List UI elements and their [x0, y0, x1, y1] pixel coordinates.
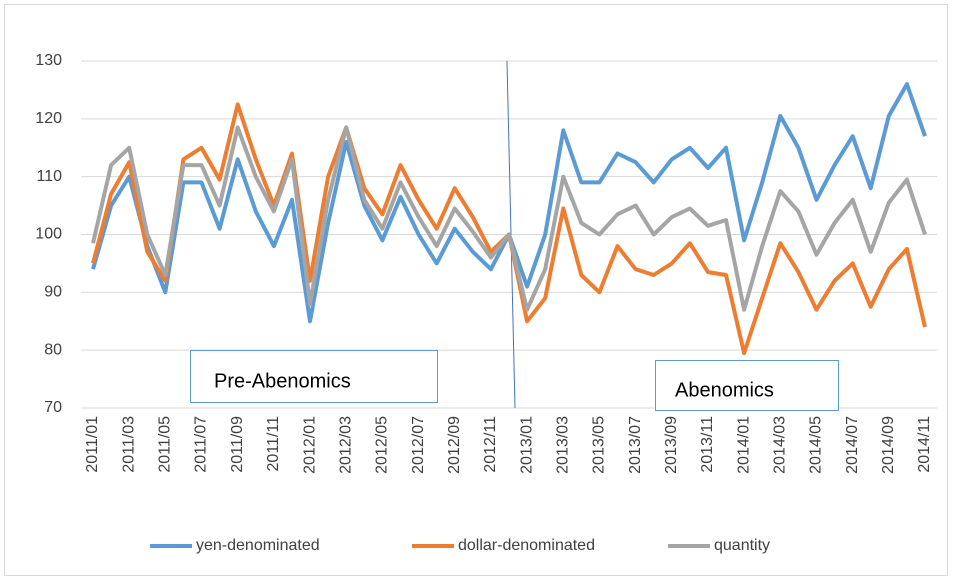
x-tick-label: 2011/03	[120, 416, 137, 473]
line-series	[91, 125, 927, 312]
x-tick-label: 2014/09	[880, 416, 897, 474]
x-tick-label: 2013/05	[591, 416, 608, 474]
annotation-box	[190, 350, 438, 403]
y-tick-label: 80	[44, 341, 62, 358]
x-tick-label: 2013/07	[627, 416, 644, 474]
y-tick-label: 130	[35, 52, 62, 69]
y-tick-label: 120	[35, 110, 62, 127]
y-tick-label: 90	[44, 284, 62, 301]
x-tick-label: 2011/09	[229, 416, 246, 473]
x-tick-label: 2014/01	[735, 416, 752, 474]
legend-label: dollar-denominated	[458, 537, 595, 554]
x-tick-label: 2014/07	[844, 416, 861, 474]
y-tick-label: 110	[36, 168, 62, 185]
annotation: Pre-Abenomics	[214, 370, 351, 392]
x-tick-label: 2014/11	[916, 416, 933, 473]
x-tick-label: 2012/01	[301, 416, 318, 474]
x-tick-label: 2013/03	[554, 416, 571, 474]
x-tick-label: 2013/11	[699, 416, 716, 473]
x-tick-label: 2012/11	[482, 416, 499, 473]
y-tick-label: 100	[35, 226, 62, 243]
legend-label: quantity	[714, 537, 770, 554]
y-tick-label: 70	[44, 399, 62, 416]
x-tick-label: 2011/05	[157, 416, 174, 473]
annotation-box	[655, 360, 839, 411]
x-tick-label: 2012/05	[374, 416, 391, 474]
x-tick-label: 2012/03	[337, 416, 354, 474]
x-tick-label: 2012/07	[410, 416, 427, 474]
chart-border	[4, 4, 948, 576]
x-tick-label: 2012/09	[446, 416, 463, 474]
x-tick-label: 2014/03	[772, 416, 789, 474]
legend-label: yen-denominated	[196, 537, 320, 554]
x-tick-label: 2011/01	[84, 416, 101, 473]
x-tick-label: 2013/09	[663, 416, 680, 474]
x-tick-label: 2013/01	[518, 416, 535, 474]
x-tick-label: 2011/07	[193, 416, 210, 473]
x-tick-label: 2011/11	[265, 416, 282, 472]
annotation: Abenomics	[675, 379, 774, 401]
x-tick-label: 2014/05	[808, 416, 825, 474]
